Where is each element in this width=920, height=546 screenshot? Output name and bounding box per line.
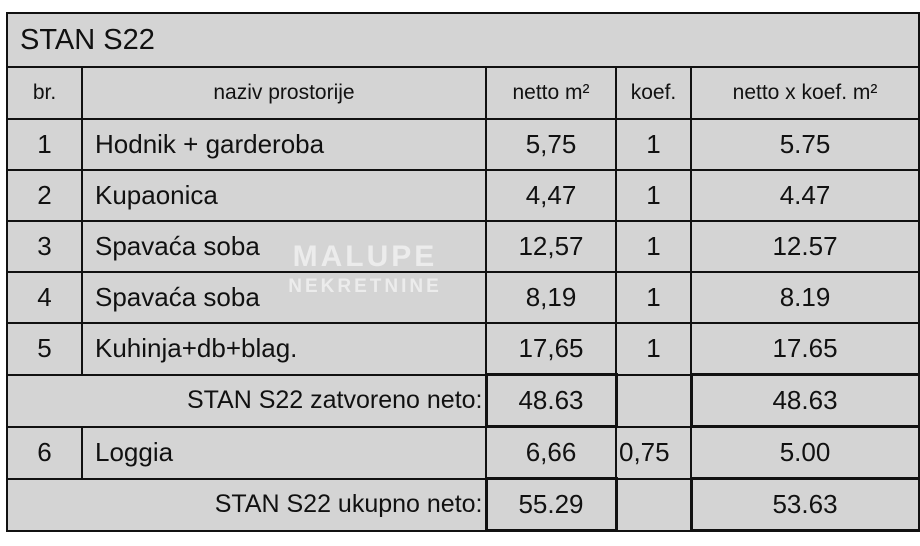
room-netto-koef: 8.19 (689, 271, 920, 324)
subtotal-netto-koef: 48.63 (689, 373, 920, 428)
table-row: 1 Hodnik + garderoba 5,75 1 5.75 (6, 118, 920, 171)
room-netto: 8,19 (485, 271, 617, 324)
room-netto-koef: 12.57 (689, 220, 920, 273)
room-netto: 4,47 (485, 169, 617, 222)
table-row: 2 Kupaonica 4,47 1 4.47 (6, 169, 920, 222)
room-netto: 6,66 (485, 425, 617, 480)
room-netto: 12,57 (485, 220, 617, 273)
subtotal-koef-empty (615, 373, 692, 428)
header-br: br. (6, 66, 83, 120)
header-naziv: naziv prostorije (81, 66, 487, 120)
room-name: Spavaća soba (81, 271, 487, 324)
total-netto-koef: 53.63 (689, 477, 920, 532)
room-koef: 1 (615, 220, 692, 273)
total-netto: 55.29 (484, 477, 618, 532)
header-koef: koef. (615, 66, 692, 120)
room-name: Kupaonica (81, 169, 487, 222)
table-row: 4 Spavaća soba 8,19 1 8.19 (6, 271, 920, 324)
room-name: Hodnik + garderoba (81, 118, 487, 171)
room-netto: 17,65 (485, 322, 617, 376)
room-netto-koef: 17.65 (689, 322, 920, 376)
room-number: 5 (6, 322, 83, 376)
room-number: 2 (6, 169, 83, 222)
subtotal-label: STAN S22 zatvoreno neto: (6, 373, 486, 428)
room-koef: 1 (615, 322, 692, 376)
room-name: Loggia (81, 425, 487, 480)
table-title: STAN S22 (5, 12, 920, 68)
room-number: 4 (6, 271, 83, 324)
room-name: Spavaća soba (81, 220, 487, 273)
table-row: 6 Loggia 6,66 0,75 5.00 (6, 425, 920, 480)
room-number: 1 (6, 118, 83, 171)
room-koef: 1 (615, 271, 692, 324)
table-row: 5 Kuhinja+db+blag. 17,65 1 17.65 (6, 322, 920, 376)
room-netto-koef: 5.00 (689, 425, 920, 480)
room-koef: 0,75 (615, 425, 692, 480)
room-koef: 1 (615, 169, 692, 222)
total-koef-empty (615, 477, 692, 532)
subtotal-netto: 48.63 (484, 373, 618, 428)
room-netto-koef: 5.75 (689, 118, 920, 171)
room-koef: 1 (615, 118, 692, 171)
room-netto-koef: 4.47 (689, 169, 920, 222)
table-row: 3 Spavaća soba 12,57 1 12.57 (6, 220, 920, 273)
room-name: Kuhinja+db+blag. (81, 322, 487, 376)
room-netto: 5,75 (485, 118, 617, 171)
total-row: STAN S22 ukupno neto: 55.29 53.63 (6, 477, 920, 532)
header-netto-koef: netto x koef. m² (689, 66, 920, 120)
room-number: 6 (6, 425, 83, 480)
room-number: 3 (6, 220, 83, 273)
total-label: STAN S22 ukupno neto: (6, 477, 486, 532)
apartment-area-table: STAN S22 br. naziv prostorije netto m² k… (5, 12, 920, 532)
subtotal-row: STAN S22 zatvoreno neto: 48.63 48.63 (6, 373, 920, 428)
header-netto: netto m² (485, 66, 617, 120)
